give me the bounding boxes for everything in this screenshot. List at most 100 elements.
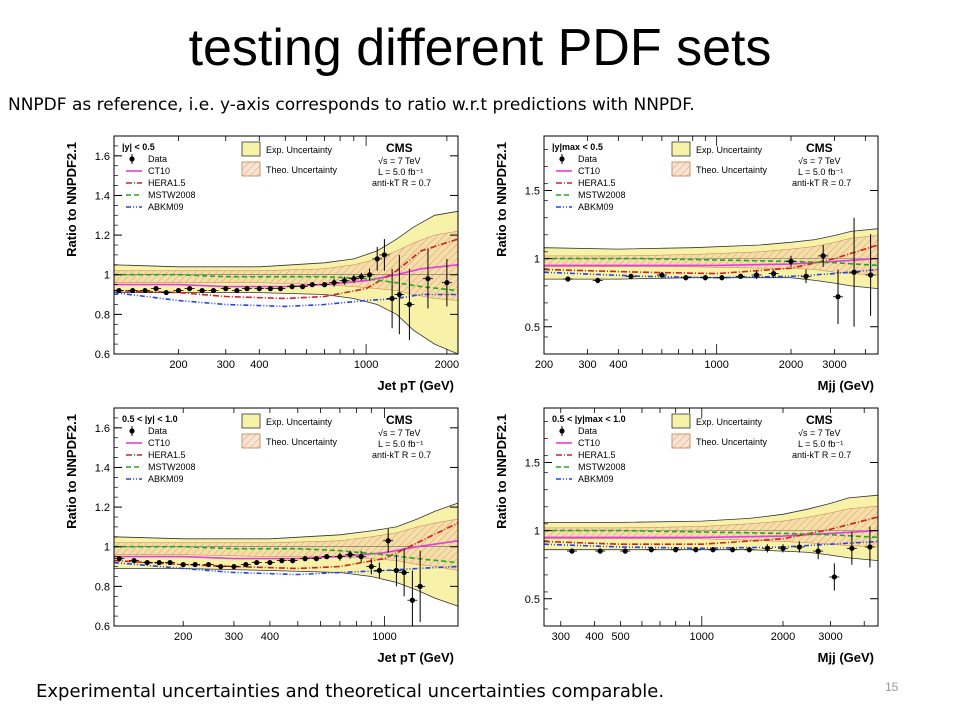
y-axis-title: Ratio to NNPDF2.1 <box>494 414 509 529</box>
y-tick-label: 1.6 <box>95 151 110 163</box>
legend-label-theo: Theo. Uncertainty <box>696 165 768 175</box>
legend-label-exp: Exp. Uncertainty <box>266 145 333 155</box>
legend-label: CT10 <box>148 438 170 448</box>
y-tick-label: 0.6 <box>95 621 110 633</box>
page-number: 15 <box>885 680 899 694</box>
x-tick-label: 400 <box>609 359 627 371</box>
legend-swatch-exp <box>241 413 261 429</box>
data-point <box>401 569 407 576</box>
data-point <box>753 272 760 278</box>
data-point <box>234 287 240 294</box>
data-point <box>406 301 413 308</box>
legend-label: Data <box>578 154 597 164</box>
x-tick-label: 1000 <box>372 631 396 643</box>
plot-area <box>114 210 458 354</box>
x-tick-label: 2000 <box>435 359 459 371</box>
legend-label: MSTW2008 <box>148 462 196 472</box>
data-point <box>142 287 148 294</box>
algo-label: anti-kT R = 0.7 <box>792 178 851 188</box>
legend-label: MSTW2008 <box>148 190 196 200</box>
y-tick-label: 1 <box>104 270 110 282</box>
series-hera1-5 <box>544 244 878 275</box>
y-tick-label: 1.6 <box>95 423 110 435</box>
legend-swatch-theo <box>671 161 691 177</box>
x-tick-label: 500 <box>611 631 629 643</box>
data-point <box>729 547 736 553</box>
data-point <box>231 563 237 570</box>
data-point <box>337 554 343 560</box>
data-point <box>116 287 122 294</box>
lumi-label: L = 5.0 fb⁻¹ <box>378 167 423 177</box>
data-point <box>385 538 391 544</box>
theo-uncertainty-band <box>114 230 458 301</box>
data-point <box>393 567 400 574</box>
x-axis-title: Jet pT (GeV) <box>377 378 454 393</box>
data-point <box>144 559 150 566</box>
data-point <box>309 282 315 288</box>
x-tick-label: 400 <box>585 631 603 643</box>
legend-label: Data <box>148 426 167 436</box>
data-point <box>175 287 182 294</box>
data-point <box>565 276 571 282</box>
legend-label: HERA1.5 <box>578 450 616 460</box>
data-point <box>341 278 347 284</box>
data-point <box>267 559 273 566</box>
series-ct10 <box>544 257 878 267</box>
data-point <box>409 597 415 603</box>
y-tick-label: 1 <box>534 254 540 266</box>
y-tick-label: 1 <box>104 542 110 554</box>
y-tick-label: 0.5 <box>525 322 540 334</box>
series-ct10 <box>544 529 878 539</box>
data-point <box>163 289 169 296</box>
data-point <box>324 554 330 560</box>
data-point <box>867 272 874 278</box>
rapidity-label: |y| < 0.5 <box>122 142 155 152</box>
energy-label: √s = 7 TeV <box>798 156 841 166</box>
data-point <box>693 547 699 553</box>
legend-swatch-theo <box>671 433 691 449</box>
data-point <box>683 275 689 281</box>
data-point <box>277 286 284 292</box>
data-point <box>788 258 794 264</box>
plot-frame <box>543 407 879 627</box>
data-point <box>659 272 665 278</box>
data-point <box>358 274 364 280</box>
x-tick-label: 400 <box>250 359 268 371</box>
data-point <box>820 253 826 259</box>
legend-label: CT10 <box>578 166 600 176</box>
energy-label: √s = 7 TeV <box>378 156 421 166</box>
legend-label-theo: Theo. Uncertainty <box>266 165 338 175</box>
data-point <box>381 252 387 258</box>
data-point <box>796 544 802 550</box>
data-point <box>223 286 229 292</box>
series-ct10 <box>114 540 458 560</box>
y-axis-title: Ratio to NNPDF2.1 <box>494 142 509 257</box>
data-point <box>710 547 716 553</box>
y-tick-label: 1.5 <box>525 186 540 198</box>
cms-label: CMS <box>386 413 413 427</box>
data-point <box>156 559 162 566</box>
slide-subtitle: NNPDF as reference, i.e. y-axis correspo… <box>8 95 695 115</box>
algo-label: anti-kT R = 0.7 <box>792 450 851 460</box>
rapidity-label: |y|max < 0.5 <box>552 142 603 152</box>
rapidity-label: 0.5 < |y|max < 1.0 <box>552 414 626 424</box>
cms-label: CMS <box>386 141 413 155</box>
data-point <box>267 286 274 292</box>
data-point <box>702 275 708 281</box>
data-point <box>167 559 173 566</box>
legend-label: HERA1.5 <box>148 178 186 188</box>
x-tick-label: 3000 <box>818 631 842 643</box>
x-tick-label: 1000 <box>354 359 378 371</box>
data-point <box>719 275 725 281</box>
series-abkm09 <box>114 291 458 308</box>
series-mstw2008 <box>544 257 878 267</box>
x-tick-label: 1000 <box>690 631 714 643</box>
series-hera1-5 <box>114 238 458 300</box>
legend-label: ABKM09 <box>148 202 184 212</box>
data-point <box>300 284 306 290</box>
data-point <box>595 277 601 284</box>
series-mstw2008 <box>114 545 458 564</box>
data-point <box>192 561 198 568</box>
x-tick-label: 300 <box>552 631 570 643</box>
data-point <box>290 558 296 564</box>
